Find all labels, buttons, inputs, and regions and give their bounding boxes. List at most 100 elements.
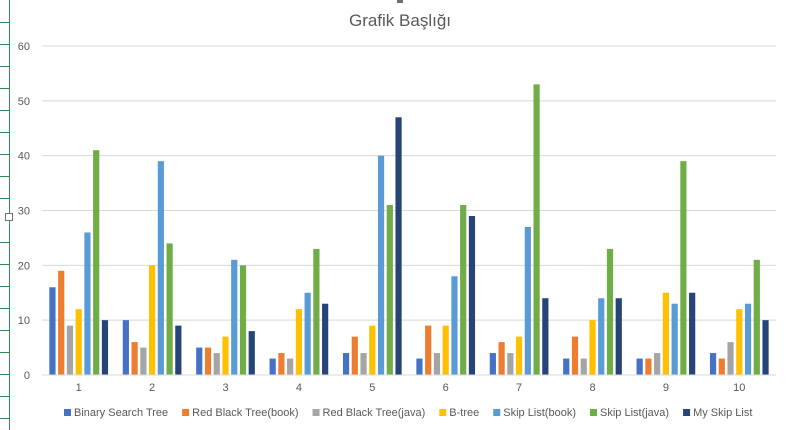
bar[interactable] xyxy=(351,336,358,375)
bar[interactable] xyxy=(442,325,449,375)
bar[interactable] xyxy=(524,226,531,375)
bar[interactable] xyxy=(58,270,65,375)
legend-label[interactable]: B-tree xyxy=(449,407,479,419)
bar[interactable] xyxy=(122,320,129,375)
bar[interactable] xyxy=(93,150,100,375)
bar[interactable] xyxy=(140,347,147,375)
bar[interactable] xyxy=(533,84,540,375)
bar[interactable] xyxy=(231,259,238,375)
bar[interactable] xyxy=(460,205,467,375)
bar[interactable] xyxy=(149,265,156,375)
bar[interactable] xyxy=(239,265,247,375)
legend-label[interactable]: Red Black Tree(java) xyxy=(323,407,426,419)
bar[interactable] xyxy=(615,298,622,375)
ruler-tick xyxy=(0,352,9,353)
bar[interactable] xyxy=(636,358,643,375)
bar[interactable] xyxy=(342,353,350,375)
legend-label[interactable]: Binary Search Tree xyxy=(74,407,168,419)
bar[interactable] xyxy=(377,155,385,375)
bar[interactable] xyxy=(313,248,320,375)
bar[interactable] xyxy=(213,353,220,375)
bar[interactable] xyxy=(654,353,661,375)
y-tick-label: 20 xyxy=(18,260,30,272)
bar[interactable] xyxy=(542,298,549,375)
bar[interactable] xyxy=(468,215,476,375)
bar[interactable] xyxy=(736,309,743,375)
bar[interactable] xyxy=(727,342,734,375)
bar[interactable] xyxy=(66,325,74,375)
legend-label[interactable]: My Skip List xyxy=(693,407,752,419)
bar[interactable] xyxy=(416,358,423,375)
legend-swatch xyxy=(312,409,320,416)
bar[interactable] xyxy=(516,336,523,375)
x-tick-label: 8 xyxy=(589,382,595,394)
bar[interactable] xyxy=(489,353,496,375)
chart-top-handle[interactable] xyxy=(397,0,403,3)
ruler-tick xyxy=(0,176,9,177)
bar[interactable] xyxy=(580,358,587,375)
x-tick-label: 6 xyxy=(443,382,449,394)
legend[interactable]: Binary Search Tree Red Black Tree(book) Re… xyxy=(64,407,752,419)
bar[interactable] xyxy=(680,161,687,375)
bar[interactable] xyxy=(386,205,393,375)
ruler-tick xyxy=(0,154,9,155)
bar[interactable] xyxy=(204,347,212,375)
x-tick-label: 9 xyxy=(663,382,669,394)
x-axis-ticks: 1 2 3 4 5 6 7 8 9 10 xyxy=(76,382,746,394)
bar[interactable] xyxy=(645,358,652,375)
bar[interactable] xyxy=(395,117,402,376)
bar[interactable] xyxy=(196,347,203,375)
bar[interactable] xyxy=(269,358,276,375)
bar[interactable] xyxy=(295,309,302,375)
bar[interactable] xyxy=(425,325,432,375)
bar[interactable] xyxy=(433,353,441,375)
bars[interactable] xyxy=(49,84,769,376)
legend-swatch xyxy=(182,409,190,416)
legend-label[interactable]: Skip List(book) xyxy=(503,407,576,419)
bar[interactable] xyxy=(49,287,56,375)
bar[interactable] xyxy=(322,303,329,375)
x-tick-label: 1 xyxy=(76,382,82,394)
bar[interactable] xyxy=(175,325,182,375)
bar[interactable] xyxy=(709,353,717,375)
bar[interactable] xyxy=(718,358,725,375)
ruler-tick xyxy=(0,264,9,265)
bar[interactable] xyxy=(166,243,173,375)
bar[interactable] xyxy=(606,248,614,375)
bar[interactable] xyxy=(84,232,91,375)
bar[interactable] xyxy=(753,259,760,375)
bar[interactable] xyxy=(671,303,678,375)
bar[interactable] xyxy=(222,336,229,375)
bar[interactable] xyxy=(131,342,138,375)
x-tick-label: 7 xyxy=(516,382,522,394)
y-tick-label: 40 xyxy=(18,151,30,163)
bar[interactable] xyxy=(304,292,311,375)
bar[interactable] xyxy=(689,292,696,375)
legend-label[interactable]: Skip List(java) xyxy=(600,407,669,419)
bar[interactable] xyxy=(287,358,294,375)
x-tick-label: 10 xyxy=(733,382,745,394)
bar[interactable] xyxy=(157,161,164,375)
bar[interactable] xyxy=(762,320,769,375)
chart-resize-handle[interactable] xyxy=(5,213,13,221)
bar[interactable] xyxy=(369,325,376,375)
bar[interactable] xyxy=(278,353,285,375)
bar[interactable] xyxy=(451,276,458,375)
bar[interactable] xyxy=(101,320,109,375)
bar[interactable] xyxy=(507,353,514,375)
bar[interactable] xyxy=(563,358,570,375)
bar[interactable] xyxy=(248,331,255,375)
ruler-tick xyxy=(0,132,9,133)
bar[interactable] xyxy=(360,353,367,375)
bar[interactable] xyxy=(589,320,596,375)
bar[interactable] xyxy=(75,309,82,375)
bar[interactable] xyxy=(571,336,579,375)
bar[interactable] xyxy=(498,342,505,375)
bar[interactable] xyxy=(598,298,605,375)
ruler-tick xyxy=(0,44,9,45)
bar[interactable] xyxy=(662,292,669,375)
chart-title[interactable]: Grafik Başlığı xyxy=(349,11,451,30)
legend-label[interactable]: Red Black Tree(book) xyxy=(192,407,298,419)
bar[interactable] xyxy=(744,303,752,375)
